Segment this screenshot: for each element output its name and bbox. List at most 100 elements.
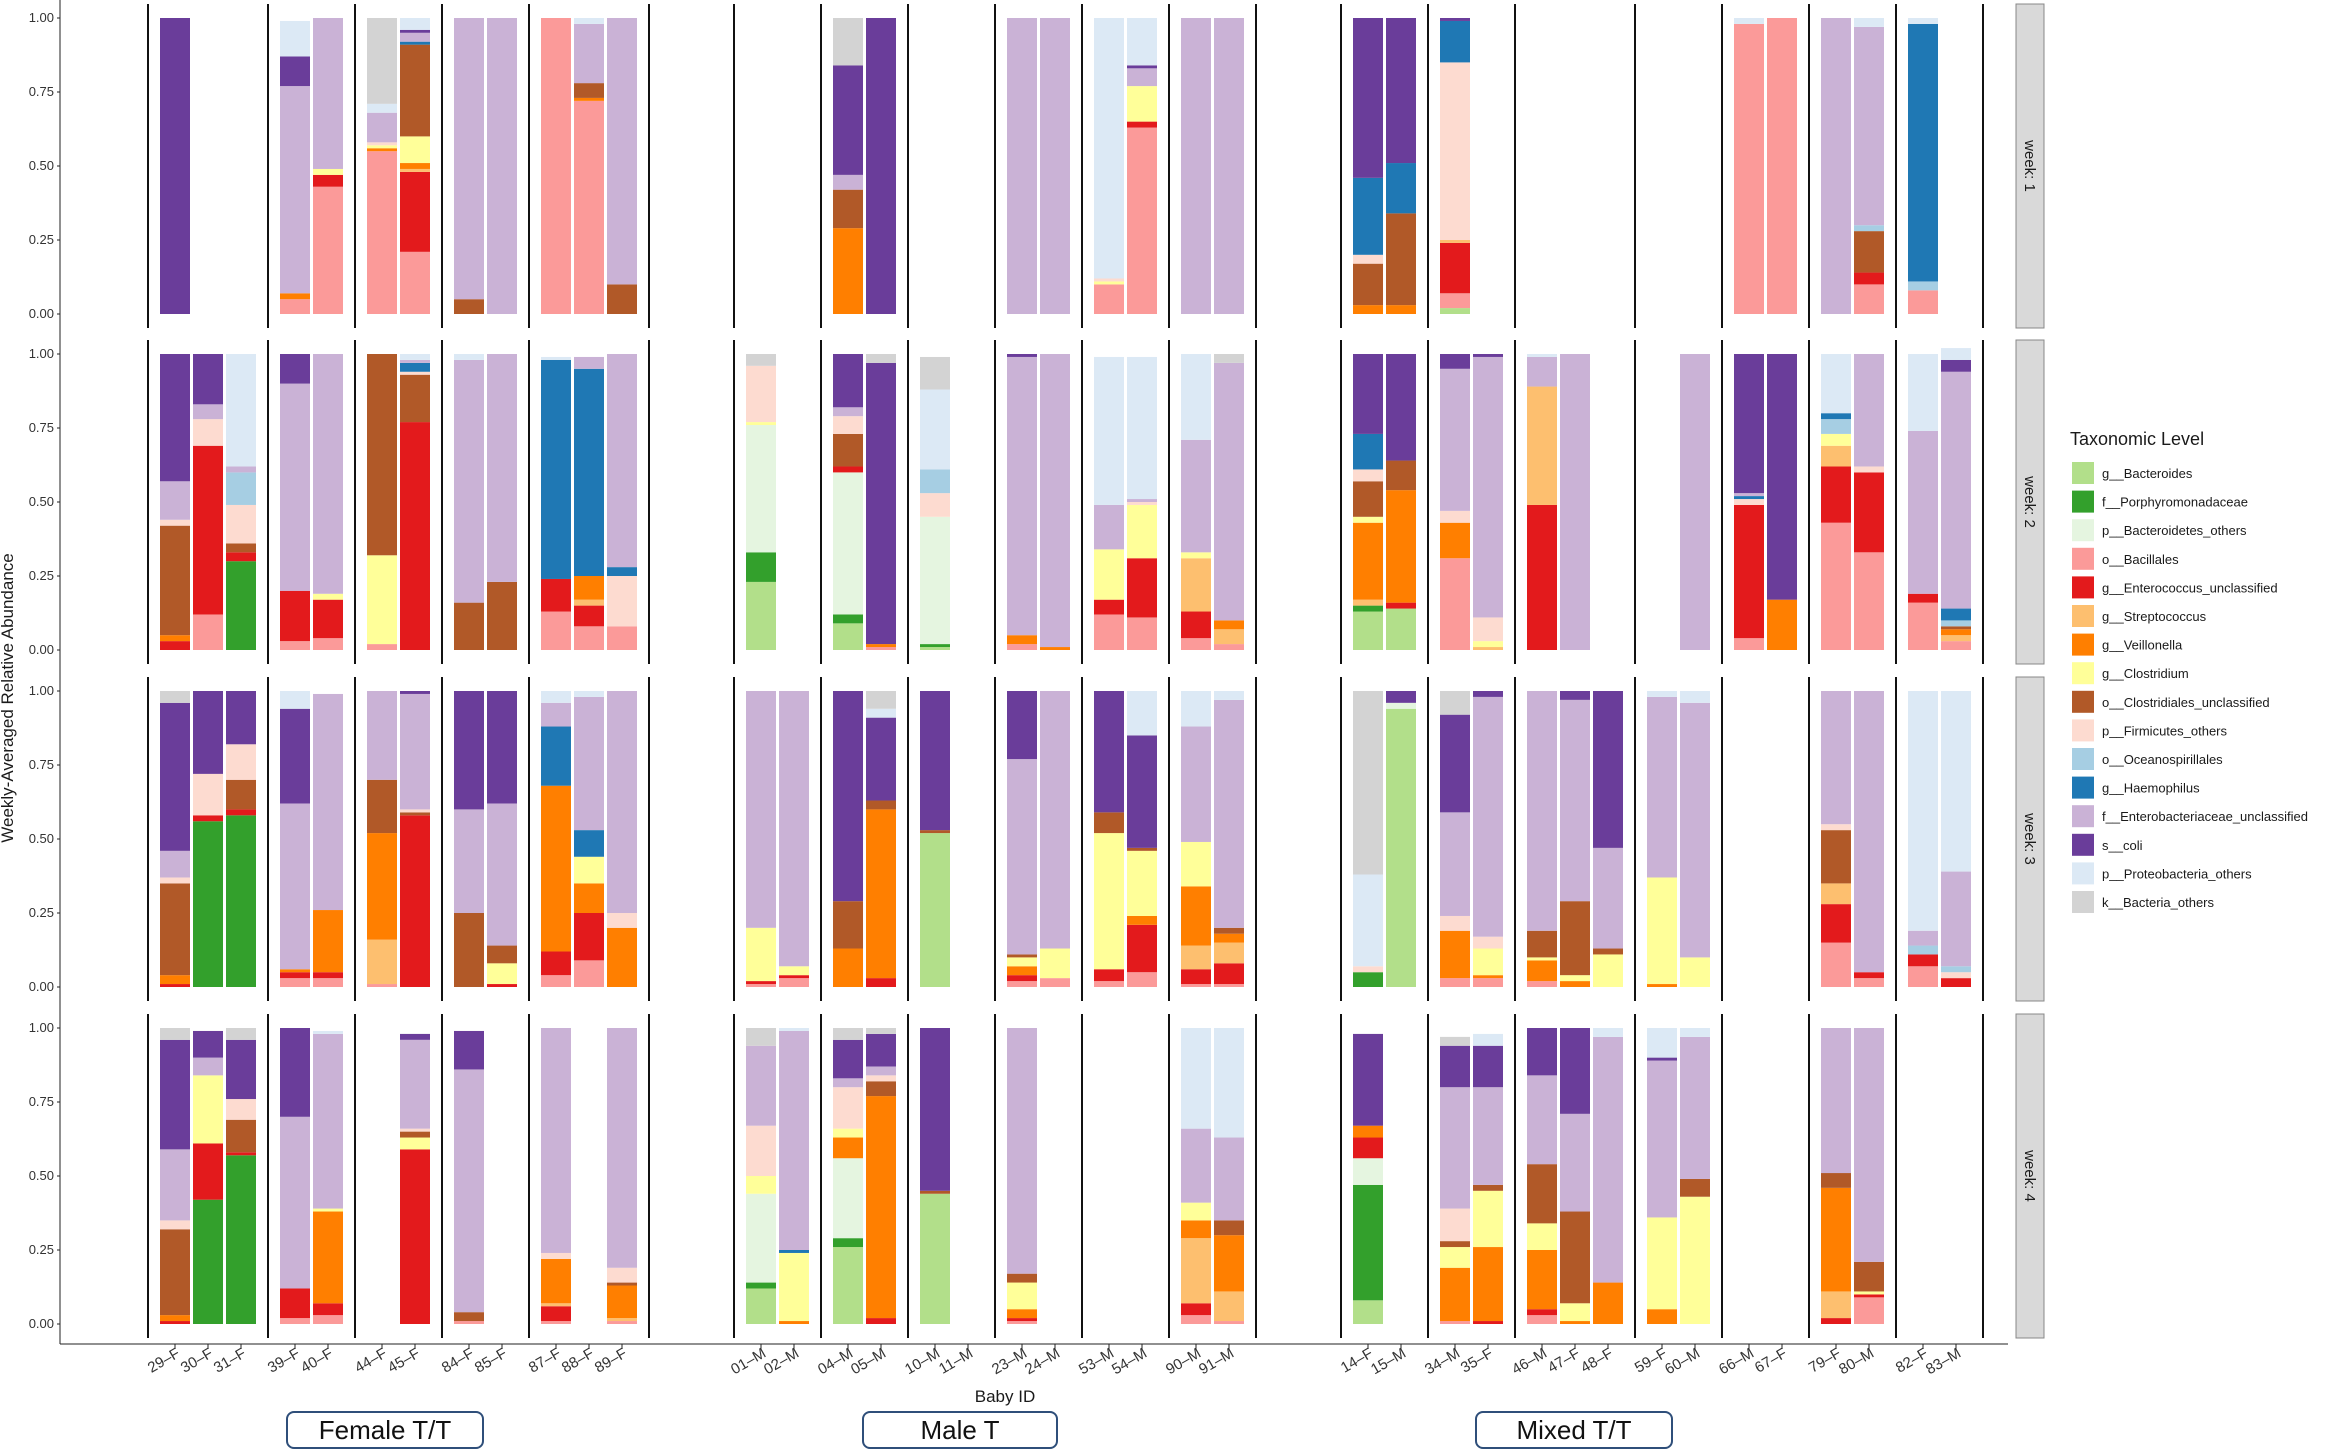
bar-segment [866, 362, 896, 645]
x-tick-label: 59–F [1632, 1345, 1670, 1377]
bar-segment [920, 1190, 950, 1194]
bar-segment [454, 299, 484, 314]
bar-segment [1386, 691, 1416, 703]
bar-segment [1181, 558, 1211, 612]
legend-label: g__Streptococcus [2102, 609, 2207, 624]
bar-segment [1353, 1300, 1383, 1324]
bar-segment [746, 552, 776, 582]
bar-segment [1214, 963, 1244, 985]
bar-segment [1040, 691, 1070, 949]
bar-segment [574, 696, 604, 831]
bar-segment [541, 1306, 571, 1322]
bar-segment [313, 174, 343, 187]
bar-segment [746, 691, 776, 928]
bar-segment [746, 1288, 776, 1324]
bar-segment [367, 779, 397, 834]
legend-swatch [2072, 891, 2094, 913]
bar-segment [866, 800, 896, 810]
x-tick-label: 85–F [472, 1345, 510, 1377]
bar-segment [607, 18, 637, 285]
bar-segment [1854, 354, 1884, 467]
bar-segment [1560, 975, 1590, 982]
bar-segment [833, 1028, 863, 1040]
bar-segment [367, 112, 397, 143]
bar-segment [1214, 1137, 1244, 1221]
bar-segment [1680, 957, 1710, 987]
bar-segment [1560, 1211, 1590, 1304]
bar-segment [226, 1039, 256, 1100]
bar-segment [541, 1258, 571, 1304]
bar-segment [1473, 356, 1503, 618]
bar-segment [1094, 599, 1124, 615]
bar-segment [280, 383, 310, 591]
bar-segment [574, 18, 604, 24]
bar-segment [400, 1131, 430, 1138]
facet-strip [2015, 339, 2045, 665]
bar-segment [1214, 629, 1244, 645]
bar-segment [1440, 978, 1470, 987]
bar-segment [367, 984, 397, 987]
bar-segment [1040, 354, 1070, 648]
facet-strip-label: week: 4 [2021, 1149, 2038, 1202]
bar-segment [487, 354, 517, 582]
bar-segment [1440, 1045, 1470, 1088]
bar-segment [1647, 1028, 1677, 1058]
legend: g__Bacteroides f__Porphyromonadaceae p__Ba… [2072, 462, 2308, 913]
bar-segment [574, 356, 604, 369]
legend-label: g__Bacteroides [2102, 466, 2193, 481]
bar-segment [1734, 493, 1764, 497]
bar-segment [400, 362, 430, 372]
bar-segment [313, 978, 343, 987]
x-tick-label: 79–F [1806, 1345, 1844, 1377]
bar-segment [833, 228, 863, 314]
bar-segment [313, 18, 343, 169]
bar-segment [1127, 65, 1157, 69]
bar-segment [400, 163, 430, 169]
facet-strip [2015, 3, 2045, 329]
bar-segment [1527, 1075, 1557, 1165]
bar-segment [746, 354, 776, 366]
bar-segment [280, 354, 310, 384]
bar-segment [193, 1030, 223, 1058]
bar-segment [1440, 522, 1470, 559]
bar-segment [779, 691, 809, 967]
bar-segment [1094, 356, 1124, 505]
bar-segment [280, 1318, 310, 1324]
bar-segment [1440, 1267, 1470, 1322]
bar-segment [574, 100, 604, 314]
bar-segment [1821, 830, 1851, 884]
bar-segment [541, 578, 571, 612]
bar-segment [833, 1247, 863, 1324]
bar-segment [160, 883, 190, 976]
bar-segment [1734, 23, 1764, 314]
bar-segment [454, 913, 484, 987]
bar-segment [1680, 1196, 1710, 1324]
bar-segment [1007, 635, 1037, 645]
bar-segment [920, 1193, 950, 1324]
bar-segment [313, 1208, 343, 1212]
bar-segment [1127, 691, 1157, 736]
bar-segment [779, 1030, 809, 1250]
bar-segment [400, 171, 430, 252]
bar-segment [1593, 954, 1623, 987]
bar-segment [1647, 877, 1677, 985]
bar-segment [487, 963, 517, 985]
bar-segment [746, 365, 776, 423]
bar-segment [1854, 272, 1884, 285]
bar-segment [280, 803, 310, 970]
bar-segment [226, 779, 256, 810]
bar-segment [1560, 1303, 1590, 1322]
legend-title: Taxonomic Level [2070, 429, 2204, 449]
bar-segment [1680, 1028, 1710, 1037]
bar-segment [400, 371, 430, 375]
bar-segment [1941, 608, 1971, 621]
bar-segment [1214, 18, 1244, 314]
bar-segment [1181, 354, 1211, 440]
bar-segment [1127, 356, 1157, 500]
legend-swatch [2072, 547, 2094, 570]
y-tick-label: 0.75 [29, 84, 54, 99]
bar-segment [920, 493, 950, 517]
y-tick-label: 0.00 [29, 979, 54, 994]
bar-segment [1181, 726, 1211, 842]
bar-segment [1527, 1223, 1557, 1250]
